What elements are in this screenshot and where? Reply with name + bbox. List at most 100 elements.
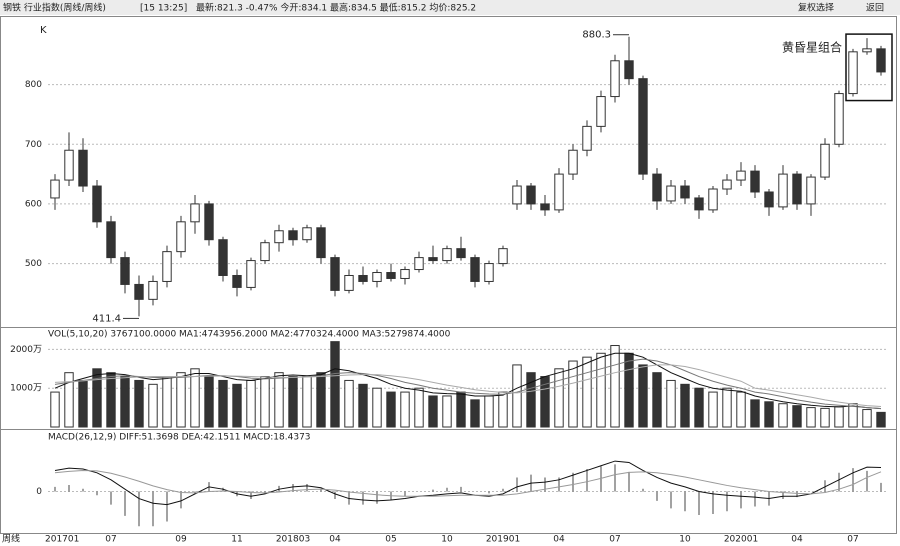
x-tick-label: 09 [175, 535, 187, 545]
candle-body [302, 227, 312, 241]
candle-body [526, 185, 536, 205]
candle-body [848, 51, 858, 95]
toolbar [0, 0, 900, 15]
volume-bar [428, 395, 438, 428]
candle-body [176, 221, 186, 253]
volume-bar [750, 399, 760, 428]
volume-bar [260, 376, 270, 428]
candle-body [92, 185, 102, 223]
volume-bar [218, 379, 228, 428]
candle-body [232, 274, 242, 288]
candle-body [134, 283, 144, 300]
candle-body [820, 143, 830, 178]
volume-bar [820, 407, 830, 428]
candle-body [694, 197, 704, 211]
candle-body [400, 269, 410, 279]
toolbar-button[interactable]: 返回 [866, 2, 884, 14]
candle-body [834, 93, 844, 145]
line [54, 460, 882, 506]
volume-bar [134, 379, 144, 428]
low-label: 411.4 [92, 313, 121, 324]
candle-body [456, 248, 466, 259]
volume-bar [666, 379, 676, 428]
toolbar-quote: 最新:821.3 -0.47% 今开:834.1 最高:834.5 最低:815… [196, 2, 476, 14]
y-tick-label: 800 [25, 80, 42, 90]
volume-bar [484, 395, 494, 428]
volume-bar [106, 372, 116, 428]
volume-bar [50, 391, 60, 428]
x-tick-label: 10 [679, 535, 691, 545]
volume-bar [400, 391, 410, 428]
line [54, 352, 882, 410]
candle-body [316, 227, 326, 259]
volume-bar [596, 352, 606, 428]
toolbar-button[interactable]: 复权选择 [798, 2, 834, 14]
candle-body [120, 257, 130, 285]
candle-body [246, 260, 256, 288]
candle-body [750, 170, 760, 193]
volume-bar [330, 341, 340, 428]
candle-body [274, 230, 284, 244]
panel-label: K [40, 25, 47, 36]
volume-bar [414, 387, 424, 428]
candle-body [386, 272, 396, 279]
candle-body [190, 203, 200, 223]
x-tick-label: 07 [847, 535, 858, 545]
candle-body [148, 280, 158, 300]
y-tick-label: 500 [25, 259, 42, 269]
volume-bar [694, 387, 704, 428]
volume-bar [624, 352, 634, 428]
volume-bar [876, 411, 886, 428]
x-tick-label: 201803 [276, 535, 310, 545]
candle-body [554, 173, 564, 211]
volume-bar [722, 387, 732, 428]
candle-body [428, 257, 438, 262]
volume-bar [498, 391, 508, 428]
candle-body [498, 248, 508, 265]
candle-body [50, 179, 60, 199]
volume-bar [512, 364, 522, 428]
volume-bar [148, 383, 158, 428]
y-tick-label: 2000万 [10, 345, 42, 355]
x-tick-label: 04 [791, 535, 803, 545]
candle-body [596, 96, 606, 127]
volume-header: VOL(5,10,20) 3767100.0000 MA1:4743956.20… [48, 330, 451, 340]
volume-bar [386, 391, 396, 428]
candle-body [652, 173, 662, 202]
candle-body [638, 78, 648, 175]
x-tick-label: 10 [441, 535, 453, 545]
candle-body [162, 251, 172, 282]
candle-body [680, 185, 690, 199]
volume-bar [568, 360, 578, 428]
volume-bar [358, 383, 368, 428]
candle-body [540, 203, 550, 211]
volume-bar [792, 405, 802, 428]
volume-bar [274, 372, 284, 428]
volume-bar [190, 368, 200, 428]
volume-bar [316, 372, 326, 428]
volume-bar [806, 407, 816, 428]
candle-body [764, 191, 774, 208]
volume-bar [554, 368, 564, 428]
candle-body [372, 272, 382, 282]
volume-bar [246, 379, 256, 428]
x-tick-label: 201901 [486, 535, 520, 545]
candle-body [722, 179, 732, 190]
macd-header: MACD(26,12,9) DIFF:51.3698 DEA:42.1511 M… [48, 433, 311, 443]
candle-body [106, 221, 116, 259]
high-label: 880.3 [582, 30, 611, 41]
x-tick-label: 201701 [45, 535, 79, 545]
volume-bar [64, 372, 74, 428]
candle-body [358, 274, 368, 282]
volume-bar [442, 395, 452, 428]
candle-body [568, 149, 578, 175]
candle-body [218, 239, 228, 276]
line [54, 469, 882, 497]
candle-body [442, 248, 452, 262]
candle-body [260, 242, 270, 262]
volume-bar [582, 356, 592, 428]
candle-body [876, 48, 886, 73]
volume-bar [162, 376, 172, 428]
volume-bar [470, 399, 480, 428]
